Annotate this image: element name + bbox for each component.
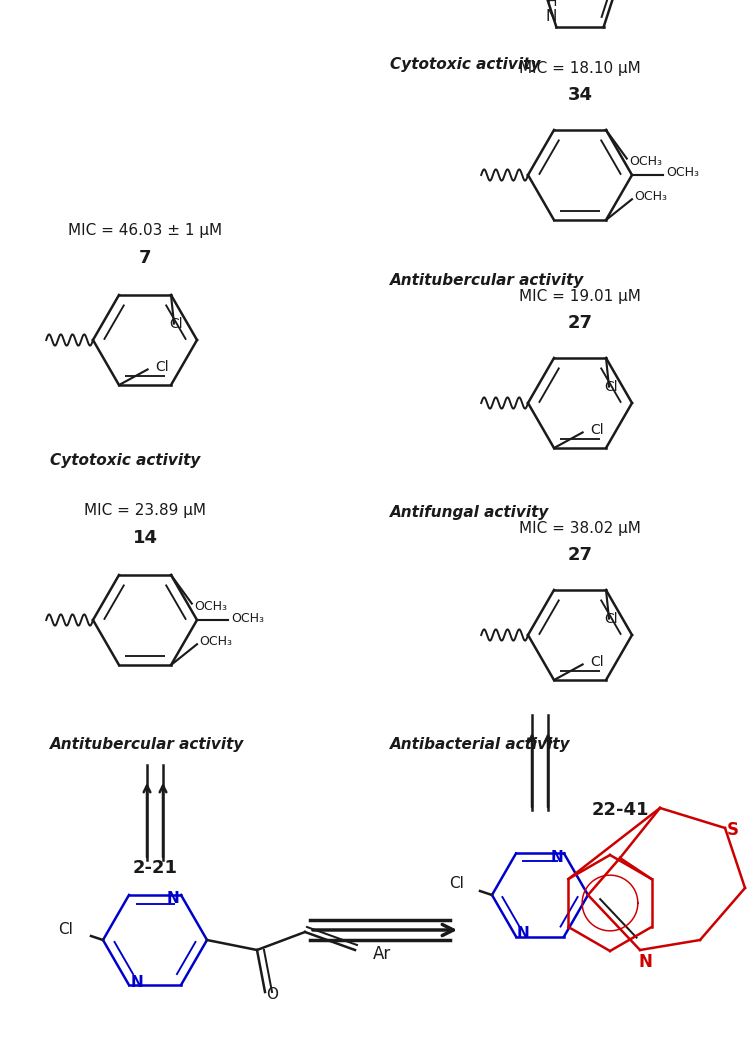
Text: OCH₃: OCH₃ xyxy=(629,154,662,168)
Text: N: N xyxy=(130,974,143,989)
Text: Cytotoxic activity: Cytotoxic activity xyxy=(50,453,201,467)
Text: N: N xyxy=(551,849,563,865)
Text: MIC = 23.89 μM: MIC = 23.89 μM xyxy=(84,503,206,518)
Text: MIC = 18.10 μM: MIC = 18.10 μM xyxy=(519,61,641,76)
Text: Cl: Cl xyxy=(169,317,183,331)
Text: 27: 27 xyxy=(568,546,592,564)
Text: Cytotoxic activity: Cytotoxic activity xyxy=(390,58,540,72)
Text: OCH₃: OCH₃ xyxy=(195,600,228,612)
Text: Cl: Cl xyxy=(604,612,618,626)
Text: 14: 14 xyxy=(133,529,157,547)
Text: 34: 34 xyxy=(568,86,592,104)
Text: Antifungal activity: Antifungal activity xyxy=(390,505,549,521)
Text: Cl: Cl xyxy=(604,380,618,394)
Text: OCH₃: OCH₃ xyxy=(231,611,264,625)
Text: 7: 7 xyxy=(139,249,151,267)
Text: MIC = 19.01 μM: MIC = 19.01 μM xyxy=(519,289,641,303)
Text: Cl: Cl xyxy=(449,877,464,891)
Text: MIC = 46.03 ± 1 μM: MIC = 46.03 ± 1 μM xyxy=(68,223,222,237)
Text: Cl: Cl xyxy=(155,360,169,374)
Text: O: O xyxy=(266,987,278,1002)
Text: N: N xyxy=(166,891,179,906)
Text: Ar: Ar xyxy=(373,945,391,963)
Text: 27: 27 xyxy=(568,314,592,332)
Text: H: H xyxy=(546,0,557,9)
Text: 2-21: 2-21 xyxy=(133,859,178,877)
Text: Cl: Cl xyxy=(590,423,604,437)
Text: N: N xyxy=(546,9,557,24)
Text: N: N xyxy=(517,926,530,941)
Text: Cl: Cl xyxy=(590,655,604,669)
Text: MIC = 38.02 μM: MIC = 38.02 μM xyxy=(519,521,641,536)
Text: S: S xyxy=(727,821,739,839)
Text: Antitubercular activity: Antitubercular activity xyxy=(50,737,244,753)
Text: OCH₃: OCH₃ xyxy=(666,167,699,180)
Text: Antibacterial activity: Antibacterial activity xyxy=(390,737,571,753)
Text: Cl: Cl xyxy=(58,922,73,937)
Text: 22-41: 22-41 xyxy=(591,801,649,819)
Text: N: N xyxy=(638,953,652,971)
Text: OCH₃: OCH₃ xyxy=(199,635,233,648)
Text: OCH₃: OCH₃ xyxy=(634,190,667,203)
Text: Antitubercular activity: Antitubercular activity xyxy=(390,273,584,288)
